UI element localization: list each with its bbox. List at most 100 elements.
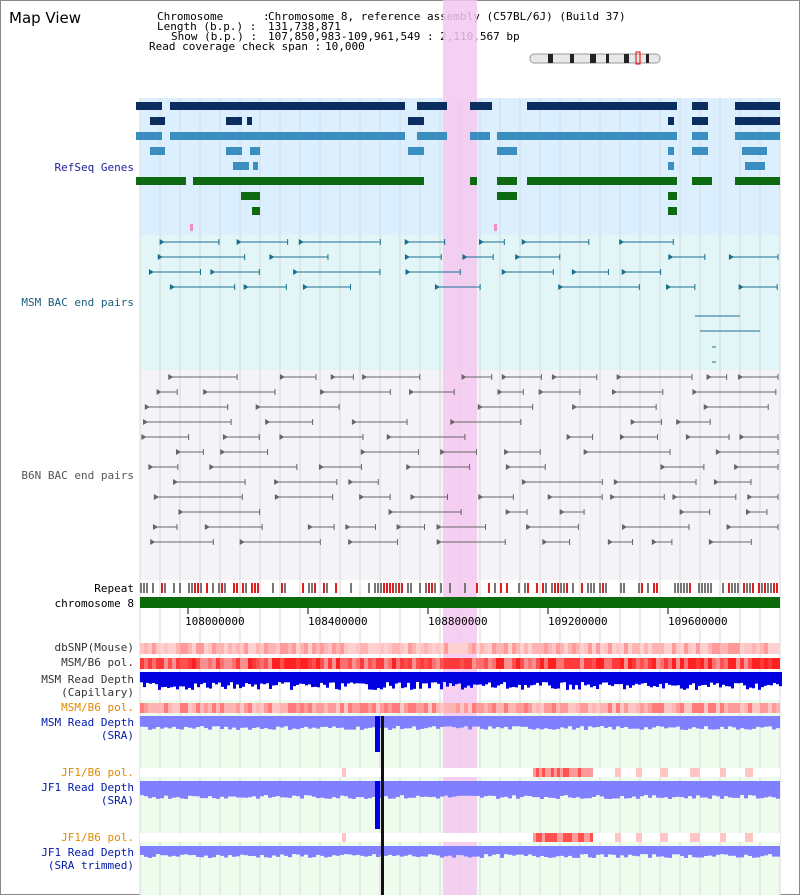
jf1-sra-depth-bar: [648, 781, 652, 798]
jf1-sra-depth-bar: [180, 781, 184, 799]
b6n-bac-pair-end: [566, 434, 572, 440]
msm-cap-depth-bar: [356, 672, 359, 684]
msm-pol2-cell: [588, 703, 592, 713]
msm-pol-cell: [676, 658, 680, 669]
jf1-trim-depth-bar: [276, 846, 280, 857]
dbsnp-cell: [436, 643, 440, 654]
msm-pol2-cell: [732, 703, 736, 713]
repeat-element: [749, 583, 751, 593]
ideogram-band: [606, 54, 609, 63]
jf1-sra-depth-bar: [360, 781, 364, 798]
msm-pol-cell: [684, 658, 688, 669]
msm-pol-cell: [724, 658, 728, 669]
msm-pol2-cell: [472, 703, 476, 713]
msm-cap-depth-bar: [191, 672, 194, 690]
jf1-trim-depth-bar: [604, 846, 608, 857]
jf1-sra-depth-bar: [292, 781, 296, 796]
jf1-trim-depth-bar: [280, 846, 284, 855]
jf1-trim-depth-bar: [760, 846, 764, 857]
dbsnp-cell: [432, 643, 436, 654]
jf1-trim-depth-bar: [316, 846, 320, 855]
jf1-pol2-cell: [569, 833, 572, 842]
jf1-trim-depth-bar: [664, 846, 668, 858]
msm-pol2-cell: [364, 703, 368, 713]
b6n-bac-pair-end: [320, 389, 326, 395]
msm-cap-depth-bar: [464, 672, 467, 688]
track-label-chromosome: chromosome 8: [54, 597, 134, 610]
msm-sra-depth-bar: [196, 716, 200, 728]
dbsnp-cell: [500, 643, 504, 654]
msm-sra-depth-bar: [552, 716, 556, 730]
dbsnp-cell: [364, 643, 368, 654]
jf1-sra-depth-bar: [520, 781, 524, 798]
b6n-bac-pair-end: [547, 494, 553, 500]
msm-cap-depth-bar: [572, 672, 575, 690]
jf1-trim-depth-bar: [696, 846, 700, 858]
dbsnp-cell: [196, 643, 200, 654]
jf1-sra-depth-bar: [688, 781, 692, 797]
dbsnp-cell: [768, 643, 772, 654]
msm-cap-depth-bar: [251, 672, 254, 687]
jf1-trim-depth-bar: [632, 846, 636, 856]
refseq-gene: [497, 132, 677, 140]
jf1-sra-depth-bar: [512, 781, 516, 796]
dbsnp-cell: [712, 643, 716, 654]
jf1-trim-depth-bar: [524, 846, 528, 857]
msm-pol-cell: [356, 658, 360, 669]
msm-pol-cell: [368, 658, 372, 669]
b6n-bac-pair-end: [739, 434, 745, 440]
msm-cap-depth-bar: [653, 672, 656, 687]
repeat-element: [557, 583, 559, 593]
refseq-gene: [470, 177, 477, 185]
b6n-bac-pair-end: [388, 509, 394, 515]
jf1-pol2-cell: [548, 833, 551, 842]
jf1-trim-depth-bar: [500, 846, 504, 858]
repeat-element: [728, 583, 730, 593]
dbsnp-cell: [292, 643, 296, 654]
jf1-trim-depth-bar: [152, 846, 156, 857]
repeat-element: [641, 583, 643, 593]
msm-pol2-cell: [728, 703, 732, 713]
jf1-pol2-cell: [572, 833, 575, 842]
msm-pol2-cell: [212, 703, 216, 713]
repeat-element: [656, 583, 658, 593]
b6n-bac-pair-end: [551, 374, 557, 380]
msm-sra-depth-bar: [208, 716, 212, 730]
msm-pol-cell: [584, 658, 588, 669]
msm-pol2-cell: [456, 703, 460, 713]
msm-pol2-cell: [384, 703, 388, 713]
jf1-sra-depth-bar: [356, 781, 360, 798]
msm-sra-depth-bar: [648, 716, 652, 730]
repeat-element: [434, 583, 436, 593]
dbsnp-cell: [672, 643, 676, 654]
repeat-element: [677, 583, 679, 593]
msm-pol2-cell: [656, 703, 660, 713]
msm-pol2-cell: [416, 703, 420, 713]
msm-sra-depth-bar: [724, 716, 728, 730]
dbsnp-cell: [460, 643, 464, 654]
dbsnp-cell: [428, 643, 432, 654]
repeat-element: [698, 583, 700, 593]
b6n-bac-pair-end: [436, 524, 442, 530]
msm-cap-depth-bar: [491, 672, 494, 688]
repeat-element: [605, 583, 607, 593]
dbsnp-cell: [244, 643, 248, 654]
jf1-trim-depth-bar: [660, 846, 664, 857]
msm-pol-cell: [492, 658, 496, 669]
dbsnp-cell: [140, 643, 144, 654]
msm-pol-cell: [376, 658, 380, 669]
msm-pol-cell: [560, 658, 564, 669]
jf1-pol-cell: [548, 768, 551, 777]
jf1-sra-depth-bar: [364, 781, 368, 799]
b6n-bac-pair-end: [143, 419, 149, 425]
dbsnp-cell: [388, 643, 392, 654]
repeat-element: [257, 583, 259, 593]
msm-pol2-cell: [480, 703, 484, 713]
msm-sra-depth-bar: [600, 716, 604, 727]
jf1-sra-depth-bar: [336, 781, 340, 799]
jf1-trim-depth-bar: [612, 846, 616, 855]
msm-pol2-cell: [752, 703, 756, 713]
msm-cap-depth-bar: [236, 672, 239, 685]
msm-pol2-cell: [560, 703, 564, 713]
